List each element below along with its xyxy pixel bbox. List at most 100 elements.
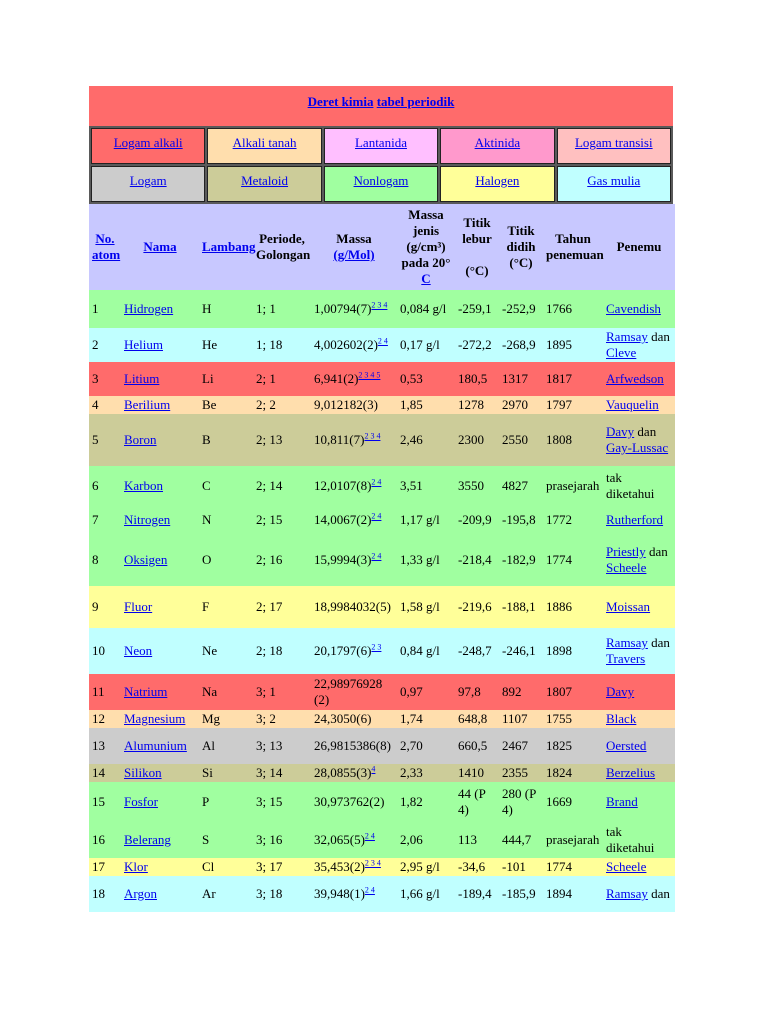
element-table: No. atom Nama Lambang Periode, Golongan … — [89, 204, 675, 912]
discoverer-link[interactable]: Ramsay — [606, 329, 648, 344]
table-row: 11 Natrium Na 3; 1 22,98976928(2) 0,97 97,8 892… — [89, 674, 675, 710]
legend-link[interactable]: Nonlogam — [353, 173, 409, 188]
cell-nama-link[interactable]: Neon — [124, 643, 153, 658]
discoverer-link[interactable]: Rutherford — [606, 512, 664, 527]
footnote-refs[interactable]: 2 4 — [371, 551, 382, 561]
discoverer-link[interactable]: Gay-Lussac — [606, 440, 669, 455]
discoverer-link[interactable]: Arfwedson — [606, 371, 664, 386]
cell-nama-link[interactable]: Natrium — [124, 684, 168, 699]
title-link-tabel-periodik[interactable]: tabel periodik — [376, 94, 455, 109]
legend-link[interactable]: Metaloid — [241, 173, 289, 188]
header-no-atom[interactable]: No. atom — [89, 204, 121, 290]
legend-cell[interactable]: Lantanida — [323, 128, 439, 164]
footnote-refs[interactable]: 2 4 — [371, 511, 382, 521]
legend-link[interactable]: Halogen — [475, 173, 520, 188]
cell-no: 10 — [92, 643, 105, 658]
cell-tahun: 1894 — [546, 886, 572, 901]
footnote-refs[interactable]: 2 3 4 — [364, 858, 381, 868]
cell-nama-link[interactable]: Argon — [124, 886, 157, 901]
cell-titik-lebur: -248,7 — [458, 643, 492, 658]
legend-cell[interactable]: Logam — [91, 166, 206, 202]
cell-nama-link[interactable]: Boron — [124, 432, 157, 447]
legend-link[interactable]: Logam alkali — [113, 135, 183, 150]
footnote-refs[interactable]: 2 3 4 — [364, 431, 381, 441]
footnote-refs[interactable]: 4 — [371, 764, 376, 774]
legend-cell[interactable]: Nonlogam — [323, 166, 439, 202]
discoverer-link[interactable]: Brand — [606, 794, 638, 809]
discoverer-link[interactable]: Berzelius — [606, 765, 656, 780]
cell-nama-link[interactable]: Helium — [124, 337, 163, 352]
title-link-deret-kimia[interactable]: Deret kimia — [307, 94, 374, 109]
footnote-refs[interactable]: 2 3 4 — [371, 300, 388, 310]
footnote-refs[interactable]: 2 4 — [364, 885, 375, 895]
discoverer-link[interactable]: Black — [606, 711, 637, 726]
cell-no: 16 — [92, 832, 105, 847]
legend-cell[interactable]: Logam alkali — [91, 128, 206, 164]
cell-nama-link[interactable]: Hidrogen — [124, 301, 174, 316]
cell-lambang: C — [202, 478, 211, 493]
cell-massa-jenis: 3,51 — [400, 478, 423, 493]
cell-nama-link[interactable]: Litium — [124, 371, 160, 386]
legend-cell[interactable]: Gas mulia — [556, 166, 671, 202]
footnote-refs[interactable]: 2 4 — [371, 477, 382, 487]
header-nama[interactable]: Nama — [121, 204, 199, 290]
legend-link[interactable]: Aktinida — [474, 135, 521, 150]
cell-no: 13 — [92, 738, 105, 753]
cell-no: 3 — [92, 371, 99, 386]
discoverer-link[interactable]: Moissan — [606, 599, 651, 614]
cell-nama-link[interactable]: Silikon — [124, 765, 162, 780]
legend-link[interactable]: Alkali tanah — [232, 135, 297, 150]
footnote-refs[interactable]: 2 3 — [371, 642, 382, 652]
discoverer-text: tak diketahui — [606, 824, 655, 855]
discoverer-link[interactable]: Cleve — [606, 345, 637, 360]
discoverer-link[interactable]: Ramsay — [606, 635, 648, 650]
cell-nama-link[interactable]: Klor — [124, 859, 148, 874]
discoverer-link[interactable]: Travers — [606, 651, 646, 666]
header-row: No. atom Nama Lambang Periode, Golongan … — [89, 204, 675, 290]
cell-nama-link[interactable]: Oksigen — [124, 552, 168, 567]
cell-lambang: Si — [202, 765, 213, 780]
discoverer-link[interactable]: Davy — [606, 424, 635, 439]
header-lambang[interactable]: Lambang — [199, 204, 255, 290]
cell-titik-didih: 892 — [502, 684, 522, 699]
discoverer-link[interactable]: Priestly — [606, 544, 646, 559]
cell-nama-link[interactable]: Fosfor — [124, 794, 158, 809]
cell-titik-lebur: 113 — [458, 832, 478, 847]
table-row: 13 Alumunium Al 3; 13 26,9815386(8) 2,70 660,5… — [89, 728, 675, 764]
legend-cell[interactable]: Metaloid — [207, 166, 322, 202]
discoverer-link[interactable]: Vauquelin — [606, 397, 659, 412]
legend-row: Logam alkali Alkali tanah Lantanida Aktinid… — [91, 128, 671, 164]
cell-tahun: 1755 — [546, 711, 572, 726]
cell-nama-link[interactable]: Belerang — [124, 832, 171, 847]
cell-nama-link[interactable]: Berilium — [124, 397, 171, 412]
table-row: 4 Berilium Be 2; 2 9,012182(3) 1,85 1278 2970 17… — [89, 396, 675, 414]
legend-link[interactable]: Logam transisi — [574, 135, 653, 150]
discoverer-link[interactable]: Scheele — [606, 560, 647, 575]
cell-penemu: Cavendish — [603, 290, 675, 328]
legend-link[interactable]: Gas mulia — [587, 173, 641, 188]
cell-nama-link[interactable]: Magnesium — [124, 711, 186, 726]
cell-nama-link[interactable]: Nitrogen — [124, 512, 171, 527]
cell-titik-lebur: 180,5 — [458, 371, 488, 386]
discoverer-link[interactable]: Ramsay — [606, 886, 648, 901]
cell-tahun: 1808 — [546, 432, 572, 447]
discoverer-link[interactable]: Scheele — [606, 859, 647, 874]
discoverer-link[interactable]: Davy — [606, 684, 635, 699]
discoverer-link[interactable]: Oersted — [606, 738, 647, 753]
legend-link[interactable]: Lantanida — [354, 135, 407, 150]
cell-massa: 10,811(7)2 3 4 — [314, 431, 381, 447]
legend-cell[interactable]: Halogen — [440, 166, 555, 202]
footnote-refs[interactable]: 2 3 4 5 — [358, 370, 381, 380]
cell-nama-link[interactable]: Fluor — [124, 599, 153, 614]
cell-periode: 3; 13 — [256, 738, 283, 753]
legend-cell[interactable]: Logam transisi — [556, 128, 671, 164]
cell-nama-link[interactable]: Karbon — [124, 478, 163, 493]
footnote-refs[interactable]: 2 4 — [377, 336, 388, 346]
legend-link[interactable]: Logam — [129, 173, 167, 188]
legend-cell[interactable]: Alkali tanah — [207, 128, 322, 164]
cell-nama-link[interactable]: Alumunium — [124, 738, 187, 753]
legend-cell[interactable]: Aktinida — [440, 128, 555, 164]
discoverer-link[interactable]: Cavendish — [606, 301, 661, 316]
footnote-refs[interactable]: 2 4 — [364, 831, 375, 841]
cell-lambang: Al — [202, 738, 215, 753]
